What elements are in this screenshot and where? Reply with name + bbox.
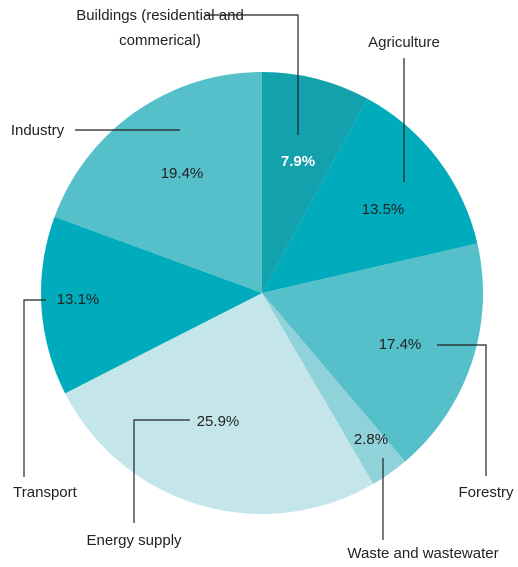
data-label: 2.8%	[354, 431, 388, 448]
pie-slice	[40, 216, 262, 394]
leader-line	[437, 344, 487, 476]
category-label: Industry	[10, 122, 65, 139]
leader-line	[133, 419, 190, 523]
pie-slice	[65, 293, 374, 514]
data-label: 17.4%	[379, 336, 422, 353]
pie-slice	[54, 72, 262, 293]
category-label: Waste and wastewater	[347, 545, 499, 562]
leader-line	[23, 299, 46, 477]
data-label: 19.4%	[161, 165, 204, 182]
category-label: Transport	[13, 484, 77, 501]
pie-slice	[262, 243, 483, 462]
pie-slice	[262, 72, 368, 293]
data-label: 25.9%	[197, 413, 240, 430]
category-label: Forestry	[458, 484, 514, 501]
data-label: 13.5%	[362, 201, 405, 218]
category-label: Agriculture	[368, 34, 440, 51]
category-label: Energy supply	[86, 532, 182, 549]
leader-line	[205, 14, 299, 135]
category-label: Buildings (residential and commerical)	[76, 7, 244, 49]
pie-slice	[262, 293, 405, 484]
pie-slice	[262, 98, 478, 293]
data-label: 13.1%	[57, 291, 100, 308]
data-label: 7.9%	[281, 153, 315, 170]
